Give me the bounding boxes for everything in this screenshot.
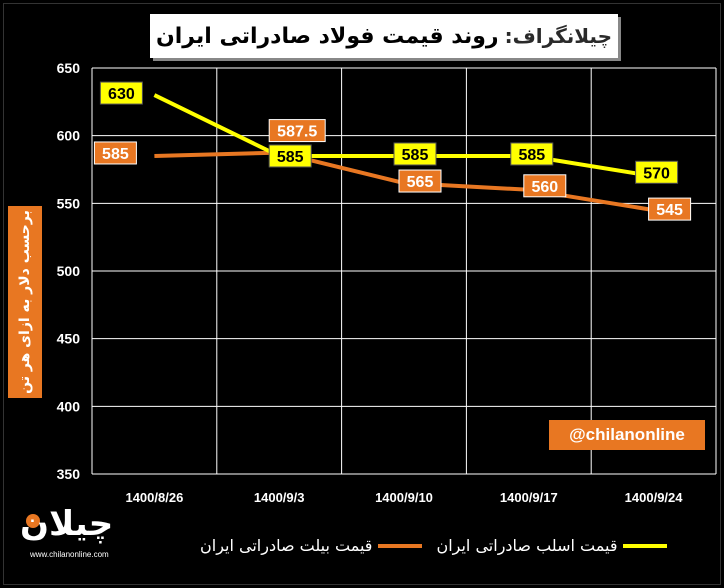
y-tick-label: 500 — [57, 263, 81, 279]
x-tick-label: 1400/9/24 — [625, 490, 684, 505]
data-label-box-billet — [398, 169, 442, 193]
y-tick-label: 350 — [57, 466, 81, 482]
data-label-slab: 570 — [643, 165, 670, 182]
data-label-billet: 565 — [407, 174, 434, 191]
legend-item-slab: قیمت اسلب صادراتی ایران — [436, 536, 668, 555]
data-label-slab: 585 — [402, 147, 429, 164]
data-label-box-slab — [393, 142, 437, 166]
data-label-slab: 585 — [277, 149, 304, 166]
logo-dot — [26, 514, 40, 528]
data-label-billet: 560 — [531, 179, 558, 196]
y-axis-label-box — [8, 206, 42, 398]
data-label-box-slab — [510, 142, 554, 166]
y-tick-label: 450 — [57, 331, 81, 347]
y-tick-label: 650 — [57, 60, 81, 76]
data-label-billet: 545 — [656, 202, 683, 219]
title-box: چیلانگراف: روند قیمت فولاد صادراتی ایران — [150, 14, 618, 58]
legend: قیمت اسلب صادراتی ایران قیمت بیلت صادرات… — [200, 536, 668, 555]
data-label-box-slab — [99, 81, 143, 105]
legend-swatch-slab — [623, 543, 668, 548]
logo-word: چیلان — [20, 504, 114, 544]
watermark: @chilanonline — [549, 420, 705, 450]
chart-frame — [3, 3, 721, 585]
legend-label-billet: قیمت بیلت صادراتی ایران — [200, 536, 373, 555]
legend-label-slab: قیمت اسلب صادراتی ایران — [436, 536, 618, 555]
data-label-box-billet — [93, 141, 137, 165]
data-label-box-billet — [648, 197, 692, 221]
x-tick-label: 1400/9/10 — [375, 490, 433, 505]
data-label-slab: 630 — [108, 86, 135, 103]
legend-swatch-billet — [378, 543, 423, 548]
x-tick-label: 1400/9/17 — [500, 490, 558, 505]
y-tick-label: 600 — [57, 128, 81, 144]
logo-site: www.chilanonline.com — [30, 550, 109, 559]
data-label-box-slab — [268, 144, 312, 168]
data-label-slab: 585 — [518, 147, 545, 164]
data-label-billet: 585 — [102, 146, 129, 163]
x-tick-label: 1400/8/26 — [125, 490, 183, 505]
y-tick-label: 400 — [57, 398, 81, 414]
data-label-box-billet — [268, 119, 326, 143]
chart-title: روند قیمت فولاد صادراتی ایران — [155, 23, 499, 49]
legend-item-billet: قیمت بیلت صادراتی ایران — [200, 536, 423, 555]
data-label-box-slab — [635, 160, 679, 184]
title-prefix: چیلانگراف: — [504, 24, 613, 48]
data-label-billet: 587.5 — [277, 124, 317, 141]
x-tick-label: 1400/9/3 — [254, 490, 305, 505]
y-tick-label: 550 — [57, 195, 81, 211]
data-label-box-billet — [523, 174, 567, 198]
logo: چیلان www.chilanonline.com — [14, 500, 134, 564]
